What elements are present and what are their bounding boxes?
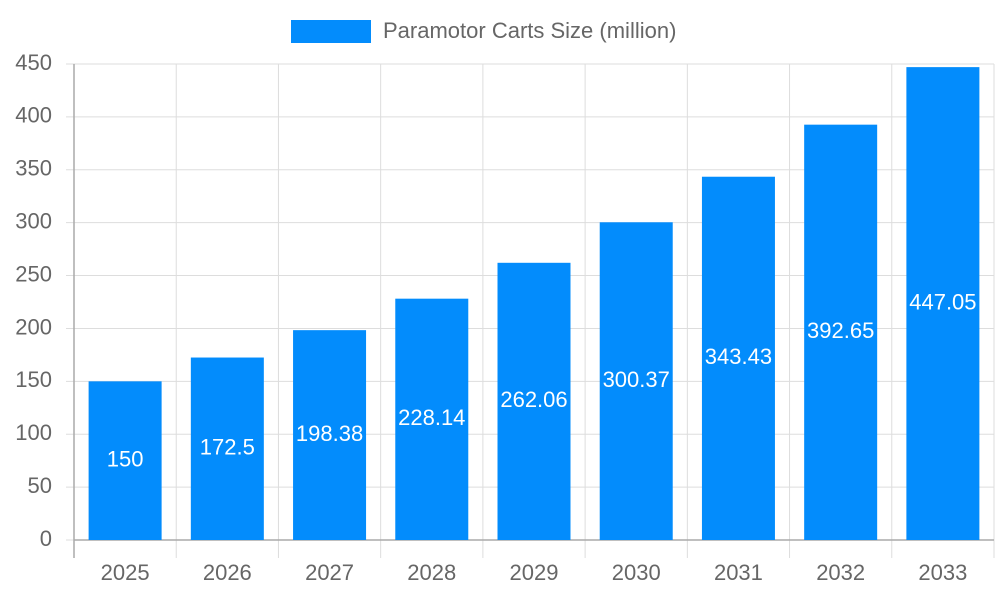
- x-tick-label: 2031: [714, 560, 763, 585]
- y-tick-label: 200: [15, 314, 52, 339]
- y-tick-label: 50: [28, 473, 52, 498]
- legend-swatch: [291, 20, 371, 43]
- data-label: 228.14: [398, 405, 465, 430]
- y-tick-label: 100: [15, 420, 52, 445]
- y-tick-label: 0: [40, 526, 52, 551]
- bar: [190, 357, 264, 540]
- x-tick-label: 2027: [305, 560, 354, 585]
- x-tick-label: 2025: [101, 560, 150, 585]
- data-label: 198.38: [296, 421, 363, 446]
- bar: [395, 298, 469, 540]
- y-tick-label: 450: [15, 50, 52, 75]
- data-label: 150: [107, 446, 144, 471]
- bar: [701, 176, 775, 541]
- x-tick-label: 2033: [918, 560, 967, 585]
- data-label: 262.06: [500, 387, 567, 412]
- bar: [599, 222, 673, 541]
- y-tick-label: 150: [15, 367, 52, 392]
- x-tick-label: 2026: [203, 560, 252, 585]
- bar: [804, 124, 878, 540]
- data-label: 172.5: [200, 435, 255, 460]
- x-tick-label: 2030: [612, 560, 661, 585]
- y-tick-label: 350: [15, 156, 52, 181]
- data-label: 343.43: [705, 344, 772, 369]
- bar: [497, 262, 571, 540]
- data-label: 447.05: [909, 289, 976, 314]
- data-label: 392.65: [807, 318, 874, 343]
- y-tick-label: 300: [15, 208, 52, 233]
- bar: [88, 381, 162, 540]
- data-label: 300.37: [603, 367, 670, 392]
- bar: [906, 67, 980, 540]
- x-tick-label: 2032: [816, 560, 865, 585]
- x-tick-label: 2029: [510, 560, 559, 585]
- y-tick-label: 250: [15, 261, 52, 286]
- y-tick-label: 400: [15, 103, 52, 128]
- x-tick-label: 2028: [407, 560, 456, 585]
- bar: [293, 330, 367, 540]
- legend-label: Paramotor Carts Size (million): [383, 18, 676, 43]
